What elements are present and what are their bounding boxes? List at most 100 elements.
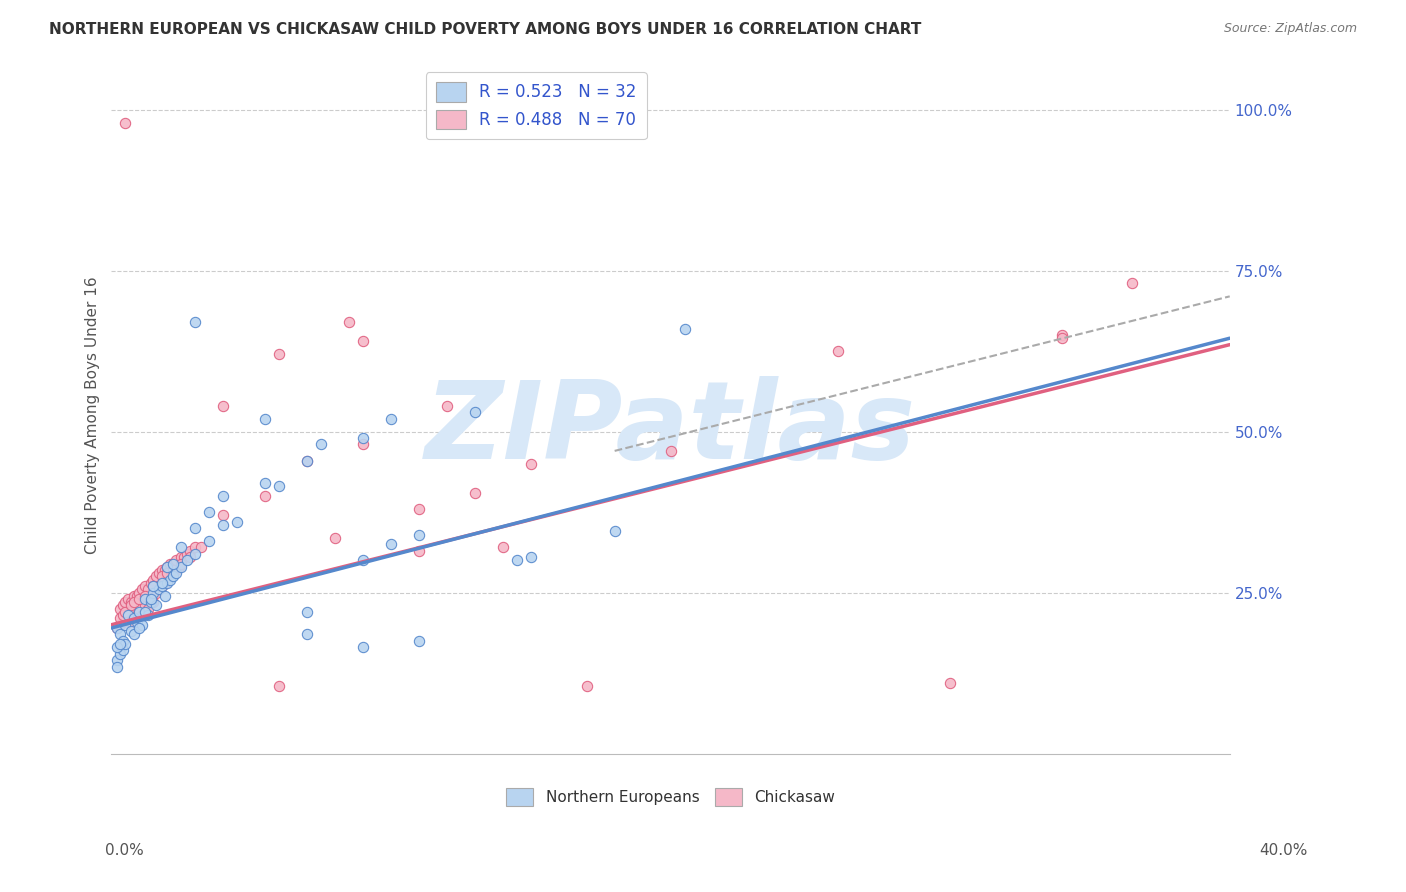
Point — [165, 563, 187, 577]
Point — [114, 617, 136, 632]
Point — [145, 585, 167, 599]
Point — [408, 633, 430, 648]
Point — [212, 489, 235, 503]
Legend: Northern Europeans, Chickasaw: Northern Europeans, Chickasaw — [498, 780, 842, 814]
Point — [136, 608, 159, 623]
Point — [131, 582, 153, 597]
Point — [108, 637, 131, 651]
Point — [111, 615, 134, 629]
Point — [254, 411, 277, 425]
Point — [122, 595, 145, 609]
Point — [162, 557, 184, 571]
Point — [295, 453, 318, 467]
Point — [134, 589, 156, 603]
Point — [190, 541, 212, 555]
Point — [269, 347, 291, 361]
Point — [105, 659, 128, 673]
Point — [165, 553, 187, 567]
Point — [117, 608, 139, 623]
Point — [153, 589, 176, 603]
Point — [176, 553, 198, 567]
Point — [1050, 328, 1073, 343]
Point — [173, 550, 195, 565]
Point — [105, 640, 128, 655]
Point — [408, 501, 430, 516]
Point — [128, 605, 150, 619]
Point — [142, 585, 165, 599]
Point — [120, 615, 142, 629]
Point — [148, 582, 170, 597]
Point — [111, 643, 134, 657]
Point — [139, 592, 162, 607]
Point — [170, 550, 193, 565]
Point — [380, 537, 402, 551]
Point — [117, 592, 139, 607]
Point — [464, 485, 486, 500]
Point — [162, 563, 184, 577]
Point — [198, 534, 221, 549]
Point — [165, 566, 187, 581]
Point — [142, 579, 165, 593]
Point — [159, 573, 181, 587]
Point — [131, 617, 153, 632]
Point — [145, 569, 167, 583]
Point — [108, 627, 131, 641]
Point — [128, 601, 150, 615]
Point — [162, 569, 184, 583]
Point — [105, 621, 128, 635]
Point — [111, 608, 134, 623]
Point — [352, 431, 374, 445]
Point — [150, 569, 173, 583]
Point — [142, 595, 165, 609]
Point — [212, 508, 235, 523]
Point — [436, 399, 458, 413]
Point — [1050, 331, 1073, 345]
Point — [520, 550, 543, 565]
Point — [122, 605, 145, 619]
Point — [179, 543, 201, 558]
Point — [120, 595, 142, 609]
Point — [122, 611, 145, 625]
Point — [337, 315, 360, 329]
Point — [156, 575, 179, 590]
Point — [212, 399, 235, 413]
Point — [156, 573, 179, 587]
Point — [108, 617, 131, 632]
Point — [167, 559, 190, 574]
Point — [939, 675, 962, 690]
Point — [184, 541, 207, 555]
Point — [492, 541, 515, 555]
Point — [153, 575, 176, 590]
Point — [114, 611, 136, 625]
Point — [134, 599, 156, 613]
Point — [506, 553, 529, 567]
Point — [603, 524, 626, 539]
Point — [673, 321, 696, 335]
Point — [156, 566, 179, 581]
Point — [120, 599, 142, 613]
Point — [184, 547, 207, 561]
Point — [120, 624, 142, 639]
Point — [125, 615, 148, 629]
Point — [295, 453, 318, 467]
Point — [139, 595, 162, 609]
Text: Source: ZipAtlas.com: Source: ZipAtlas.com — [1223, 22, 1357, 36]
Point — [117, 608, 139, 623]
Point — [122, 627, 145, 641]
Point — [212, 517, 235, 532]
Point — [352, 553, 374, 567]
Point — [659, 443, 682, 458]
Point — [150, 579, 173, 593]
Point — [136, 601, 159, 615]
Point — [136, 582, 159, 597]
Point — [162, 566, 184, 581]
Y-axis label: Child Poverty Among Boys Under 16: Child Poverty Among Boys Under 16 — [86, 277, 100, 554]
Point — [114, 595, 136, 609]
Point — [176, 547, 198, 561]
Point — [156, 559, 179, 574]
Point — [295, 627, 318, 641]
Point — [269, 679, 291, 693]
Point — [105, 621, 128, 635]
Point — [1121, 277, 1143, 291]
Point — [156, 559, 179, 574]
